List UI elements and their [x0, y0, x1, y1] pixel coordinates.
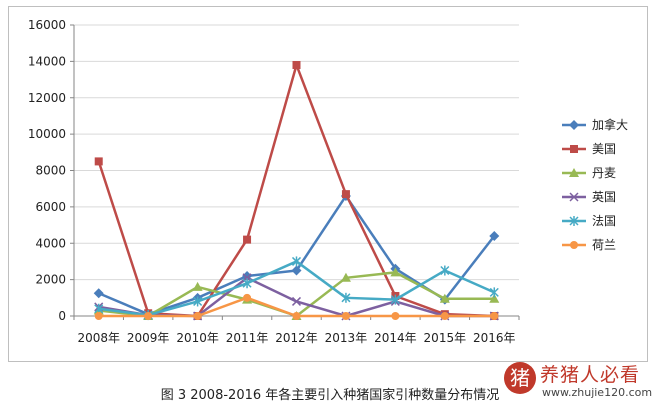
data-point [94, 312, 103, 320]
x-tick-label: 2009年 [127, 331, 170, 345]
chart-frame: 0 2000 4000 6000 8000 10000 12000 14000 16000 20… [8, 6, 648, 362]
data-point [440, 265, 450, 276]
y-tick-label: 0 [58, 309, 66, 323]
legend-marker [570, 145, 578, 153]
data-point [94, 157, 103, 166]
legend-item: 美国 [562, 142, 616, 156]
legend-label: 丹麦 [592, 166, 616, 180]
watermark-logo-icon: 猪 [504, 362, 536, 394]
x-tick-labels: 2008年 2009年 2010年 2011年 2012年 2013年 2014年 2015年… [77, 331, 515, 345]
legend-item: 加拿大 [562, 117, 628, 132]
x-tick-label: 2008年 [77, 331, 120, 345]
legend-marker [569, 120, 579, 130]
legend-label: 英国 [592, 190, 616, 204]
y-tick-label: 14000 [28, 54, 66, 68]
data-point [291, 265, 302, 276]
legend-marker [570, 241, 578, 249]
data-point [490, 312, 499, 320]
data-point [390, 267, 401, 277]
series-5 [94, 293, 499, 320]
y-tick-label: 2000 [35, 273, 66, 287]
legend-label: 荷兰 [592, 238, 616, 252]
data-point [291, 256, 302, 267]
figure-caption: 图 3 2008-2016 年各主要引入种猪国家引种数量分布情况 [160, 388, 500, 403]
data-point [340, 272, 351, 282]
x-tick-label: 2013年 [325, 331, 368, 345]
data-point [144, 312, 153, 320]
data-point [242, 278, 252, 289]
data-point [292, 312, 301, 320]
legend-item: 荷兰 [562, 238, 616, 252]
legend-label: 加拿大 [592, 117, 628, 132]
series-line [98, 194, 496, 316]
legend-item: 法国 [562, 214, 616, 228]
data-point [93, 288, 104, 299]
y-tick-label: 10000 [28, 127, 66, 141]
x-tick-label: 2012年 [275, 331, 318, 345]
legend-label: 美国 [592, 142, 616, 156]
data-point [489, 293, 500, 303]
data-point [341, 312, 350, 320]
legend-item: 英国 [562, 190, 616, 204]
data-point [390, 294, 400, 305]
legend-marker [569, 168, 579, 177]
watermark: 猪 养猪人必看 www.zhujie120.com [502, 358, 658, 404]
x-tick-label: 2011年 [226, 331, 269, 345]
legend-marker [569, 216, 579, 226]
y-tick-label: 12000 [28, 91, 66, 105]
data-point [243, 293, 252, 302]
legend-label: 法国 [592, 214, 616, 228]
y-tick-labels: 0 2000 4000 6000 8000 10000 12000 14000 16000 [28, 18, 66, 323]
y-tick-label: 6000 [35, 200, 66, 214]
data-point [193, 296, 203, 307]
data-point [489, 230, 500, 241]
data-point [291, 296, 302, 306]
data-point [391, 312, 400, 320]
series-lines [93, 61, 500, 321]
x-tick-label: 2015年 [424, 331, 467, 345]
x-tick-label: 2010年 [176, 331, 219, 345]
x-tick-label: 2014年 [374, 331, 417, 345]
series-1 [94, 61, 499, 320]
data-point [192, 281, 203, 291]
y-tick-label: 16000 [28, 18, 66, 32]
legend-item: 丹麦 [562, 166, 616, 180]
x-tick-label: 2016年 [473, 331, 516, 345]
watermark-site: www.zhujie120.com [542, 386, 653, 399]
data-point [193, 312, 202, 320]
legend-marker [569, 192, 579, 202]
y-tick-label: 4000 [35, 236, 66, 250]
data-point [439, 293, 450, 303]
series-0 [93, 190, 500, 320]
data-point [341, 190, 350, 199]
data-point [243, 235, 252, 244]
data-point [292, 61, 301, 70]
y-tick-label: 8000 [35, 164, 66, 178]
gridlines [74, 24, 519, 317]
series-line [97, 63, 495, 318]
watermark-name: 养猪人必看 [540, 364, 641, 386]
series-4 [94, 256, 499, 321]
data-point [440, 312, 449, 320]
data-point [341, 292, 351, 303]
data-point [489, 287, 499, 298]
line-chart: 0 2000 4000 6000 8000 10000 12000 14000 16000 20… [28, 18, 628, 345]
